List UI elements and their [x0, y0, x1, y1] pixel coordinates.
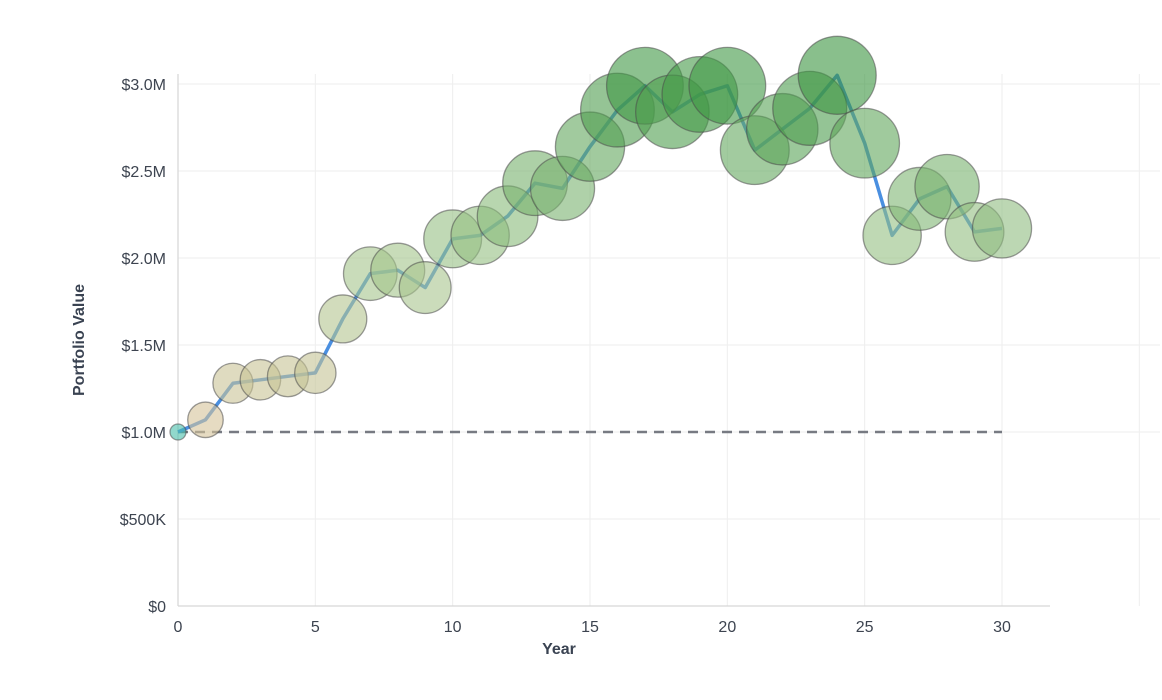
grid — [178, 74, 1160, 606]
y-tick-label: $1.0M — [122, 425, 166, 442]
data-bubble[interactable] — [971, 198, 1033, 259]
data-bubble[interactable] — [688, 46, 767, 125]
data-bubble[interactable] — [398, 261, 452, 315]
tick-labels: 0 5 10 15 20 25 30 $0 $500K $1.0M $1.5M $2.0M $2.5M $… — [120, 77, 1011, 636]
x-tick-label: 30 — [993, 619, 1011, 636]
x-tick-label: 25 — [856, 619, 874, 636]
data-bubble[interactable] — [294, 351, 337, 395]
bubbles-group — [169, 35, 1033, 441]
y-tick-label: $500K — [120, 512, 167, 529]
x-tick-label: 10 — [444, 619, 462, 636]
data-bubble[interactable] — [187, 401, 224, 439]
x-tick-label: 15 — [581, 619, 599, 636]
y-tick-label: $3.0M — [122, 77, 166, 94]
data-bubble[interactable] — [829, 107, 901, 179]
x-tick-label: 0 — [174, 619, 183, 636]
x-tick-label: 5 — [311, 619, 320, 636]
x-tick-label: 20 — [718, 619, 736, 636]
data-bubble[interactable] — [318, 294, 368, 344]
y-tick-label: $2.5M — [122, 164, 166, 181]
x-axis-title: Year — [542, 641, 576, 658]
data-bubble[interactable] — [797, 35, 877, 115]
y-tick-label: $2.0M — [122, 251, 166, 268]
y-tick-label: $1.5M — [122, 338, 166, 355]
y-tick-label: $0 — [148, 599, 166, 616]
data-bubble[interactable] — [169, 423, 187, 441]
data-bubble[interactable] — [914, 153, 980, 220]
axes — [177, 74, 1050, 607]
y-axis-title: Portfolio Value — [71, 284, 88, 396]
